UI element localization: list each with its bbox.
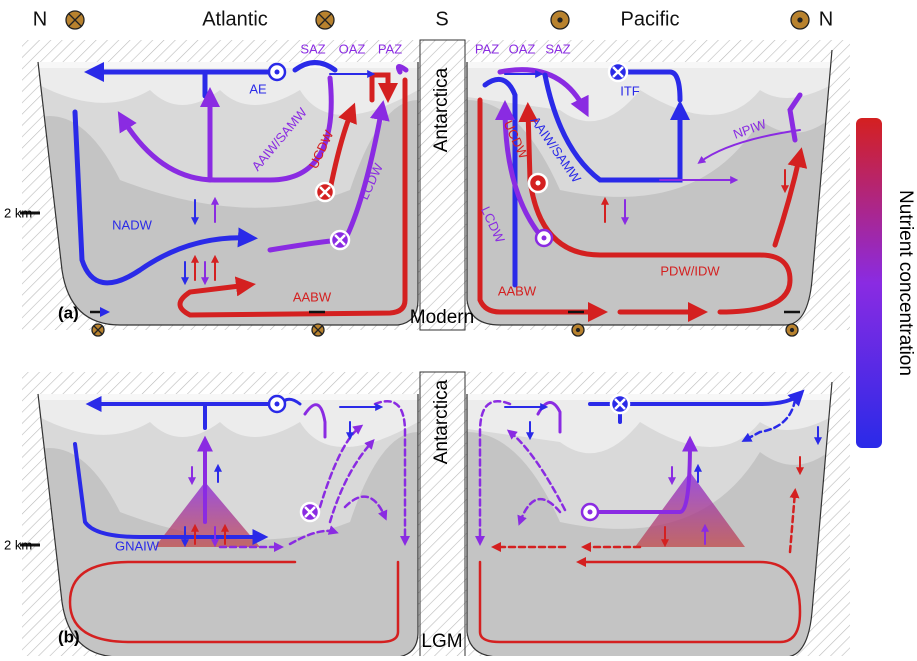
wind-symbols [65, 10, 810, 30]
atlantic-label: Atlantic [202, 8, 268, 30]
water-label: NADW [112, 217, 152, 232]
water-label: PDW/IDW [660, 263, 720, 278]
panel-b: GNAIW Antarctica 2 km (b) LGM [4, 307, 850, 656]
water-label: AABW [293, 289, 332, 304]
zone-label: PAZ [475, 41, 499, 56]
continent-label: Antarctica [431, 379, 452, 464]
zone-label: SAZ [300, 41, 325, 56]
zone-label: OAZ [509, 41, 536, 56]
panel-name: LGM [421, 631, 462, 652]
continent-label: Antarctica [431, 67, 452, 152]
water-label: AABW [498, 283, 537, 298]
panel-name: Modern [410, 307, 474, 328]
water-label: AE [249, 81, 267, 96]
pacific-label: Pacific [621, 8, 680, 30]
south-label: S [435, 8, 448, 30]
panel-a: SAZ OAZ PAZ PAZ OAZ SAZ AE ITF AAIW/SAMW… [4, 40, 850, 330]
north-left-label: N [33, 8, 47, 30]
panel-letter: (a) [58, 303, 79, 322]
zone-label: PAZ [378, 41, 402, 56]
legend-colorbar [856, 118, 882, 448]
zone-label: SAZ [545, 41, 570, 56]
panel-letter: (b) [58, 627, 80, 646]
water-label: GNAIW [115, 538, 160, 553]
depth-label: 2 km [4, 537, 32, 552]
water-label: ITF [620, 83, 640, 98]
zone-label: OAZ [339, 41, 366, 56]
depth-label: 2 km [4, 205, 32, 220]
north-right-label: N [819, 8, 833, 30]
legend-label: Nutrient concentration [895, 190, 916, 376]
